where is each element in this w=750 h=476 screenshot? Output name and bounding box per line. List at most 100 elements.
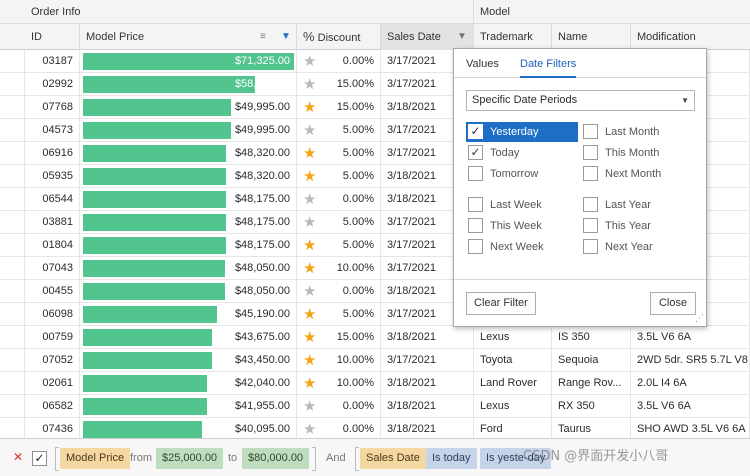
table-row[interactable]: 02061 $42,040.00 ★ 10.00% 3/18/2021 Land Rove… [0, 372, 750, 395]
table-row[interactable]: 05935$48,320.00★5.00%3/18/2021V6 8A [0, 165, 750, 188]
cell-model-price: $48,175.00 [80, 211, 297, 234]
date-option-tomorrow[interactable]: Tomorrow [466, 164, 578, 184]
date-option-today[interactable]: ✓ Today [466, 143, 578, 163]
filter-value-today[interactable]: Is today [426, 448, 477, 469]
cell-sales-date: 3/18/2021 [381, 326, 474, 349]
cell-model-price: $49,995.00 [80, 119, 297, 142]
table-row[interactable]: 07768 $49,995.00 ★ 15.00% 3/18/2021 [0, 96, 750, 119]
checkbox-icon[interactable] [583, 145, 598, 160]
table-row[interactable]: 07052 $43,450.00 ★ 10.00% 3/17/2021 Toyota Seq… [0, 349, 750, 372]
star-rating-icon: ★ [303, 53, 317, 70]
column-header-name[interactable]: Name [552, 24, 631, 50]
table-row[interactable]: 04573 $49,995.00 ★ 5.00% 3/17/2021 [0, 119, 750, 142]
table-row[interactable]: 03187 $71,325.00 ★ 0.00% 3/17/2021 [0, 50, 750, 73]
table-row[interactable]: 06544 $48,175.00 ★ 0.00% 3/18/2021 [0, 188, 750, 211]
cell-model-price: $42,040.00 [80, 372, 297, 395]
filter-group-and[interactable]: And [326, 452, 346, 464]
checkbox-icon[interactable] [468, 166, 483, 181]
bracket-open-2 [355, 447, 359, 471]
table-row[interactable]: 02992 $58,095.00 ★ 15.00% 3/17/2021 [0, 73, 750, 96]
filter-operator-from[interactable]: from [130, 452, 152, 464]
date-option-this-year[interactable]: This Year [581, 216, 693, 236]
column-header-discount[interactable]: % Discount [297, 24, 381, 50]
checkbox-icon[interactable]: ✓ [468, 145, 483, 160]
checkbox-icon[interactable] [583, 166, 598, 181]
filter-value-from[interactable]: $25,000.00 [156, 448, 224, 469]
checkbox-icon[interactable] [583, 218, 598, 233]
checkbox-icon[interactable] [468, 218, 483, 233]
checkbox-icon[interactable] [583, 124, 598, 139]
discount-value: 15.00% [336, 78, 374, 90]
date-option-next-month[interactable]: Next Month [581, 164, 693, 184]
checkbox-icon[interactable] [583, 197, 598, 212]
tab-date-filters[interactable]: Date Filters [520, 49, 577, 78]
cell-model-price: $48,175.00 [80, 234, 297, 257]
table-row[interactable]: 01804 $48,175.00 ★ 5.00% 3/17/2021 [0, 234, 750, 257]
date-option-last-year[interactable]: Last Year [581, 195, 693, 215]
cell-id: 02061 [25, 372, 80, 395]
table-row[interactable]: 00455 $48,050.00 ★ 0.00% 3/18/2021 [0, 280, 750, 303]
price-value: $49,995.00 [234, 101, 290, 113]
clear-filter-button[interactable]: Clear Filter [466, 292, 536, 315]
date-option-yesterday[interactable]: ✓ Yesterday [466, 122, 578, 142]
date-period-select[interactable]: Specific Date Periods ▼ [466, 90, 695, 111]
filter-dropdown-icon[interactable]: ▼ [457, 31, 467, 42]
filter-field-model-price[interactable]: Model Price [60, 448, 131, 469]
column-header-sales-date[interactable]: Sales Date [381, 24, 474, 50]
date-option-next-week[interactable]: Next Week [466, 237, 578, 257]
date-option-label: Today [490, 147, 520, 159]
star-rating-icon: ★ [303, 191, 317, 208]
discount-value: 0.00% [342, 193, 374, 205]
discount-value: 5.00% [342, 170, 374, 182]
date-option-label: Next Month [605, 168, 662, 180]
column-header-trademark[interactable]: Trademark [474, 24, 552, 50]
enable-filter-checkbox[interactable]: ✓ [32, 451, 47, 466]
row-indicator-cell [0, 96, 25, 119]
band-model[interactable]: Model [480, 6, 510, 18]
price-value: $40,095.00 [234, 423, 290, 435]
close-button[interactable]: Close [650, 292, 696, 315]
column-header-model-price[interactable]: Model Price [80, 24, 297, 50]
table-row[interactable]: 03881 $48,175.00 ★ 5.00% 3/17/2021 [0, 211, 750, 234]
date-option-last-week[interactable]: Last Week [466, 195, 578, 215]
tab-values[interactable]: Values [466, 58, 499, 70]
cell-discount: ★ 0.00% [297, 188, 381, 211]
date-option-this-week[interactable]: This Week [466, 216, 578, 236]
table-row[interactable]: 00759 $43,675.00 ★ 15.00% 3/18/2021 Lexus IS 3… [0, 326, 750, 349]
column-header-id[interactable]: ID [25, 24, 80, 50]
cell-modification: 2WD 5dr. SR5 5.7L V8 [631, 349, 750, 372]
column-header-id-label: ID [31, 31, 42, 43]
filter-value-to[interactable]: $80,000.00 [242, 448, 310, 469]
filter-field-sales-date[interactable]: Sales Date [360, 448, 426, 469]
date-option-this-month[interactable]: This Month [581, 143, 693, 163]
cell-sales-date: 3/18/2021 [381, 372, 474, 395]
checkbox-icon[interactable] [468, 239, 483, 254]
table-row[interactable]: 06916$48,320.00★5.00%3/17/2021V6 8A [0, 142, 750, 165]
column-header-modification[interactable]: Modification [631, 24, 750, 50]
checkbox-icon[interactable]: ✓ [468, 124, 483, 139]
checkbox-icon[interactable] [583, 239, 598, 254]
resize-grip-icon[interactable]: ⋰ [695, 313, 704, 323]
price-value: $48,320.00 [234, 170, 290, 182]
band-order-info[interactable]: Order Info [25, 0, 474, 24]
checkbox-icon[interactable] [468, 197, 483, 212]
price-bar [83, 99, 231, 116]
row-indicator-cell [0, 119, 25, 142]
percent-icon: % [303, 29, 315, 44]
cell-id: 02992 [25, 73, 80, 96]
table-row[interactable]: 06582 $41,955.00 ★ 0.00% 3/18/2021 Lexus RX 35… [0, 395, 750, 418]
cell-modification: SHO AWD 3.5L V6 6A [631, 418, 750, 438]
row-indicator-cell [0, 73, 25, 96]
date-option-next-year[interactable]: Next Year [581, 237, 693, 257]
table-row[interactable]: 07436 $40,095.00 ★ 0.00% 3/18/2021 Ford Taurus… [0, 418, 750, 438]
filter-value-yesterday[interactable]: Is yeste-day [480, 448, 552, 469]
date-option-label: Last Year [605, 199, 651, 211]
date-option-label: This Month [605, 147, 660, 159]
cell-id: 03187 [25, 50, 80, 73]
date-option-last-month[interactable]: Last Month [581, 122, 693, 142]
clear-filter-icon[interactable]: ✕ [13, 450, 24, 464]
cell-model-price: $43,450.00 [80, 349, 297, 372]
table-row[interactable]: 07043 $48,050.00 ★ 10.00% 3/17/2021 [0, 257, 750, 280]
filter-active-icon[interactable]: ▼ [281, 31, 291, 42]
star-rating-icon: ★ [303, 122, 317, 139]
